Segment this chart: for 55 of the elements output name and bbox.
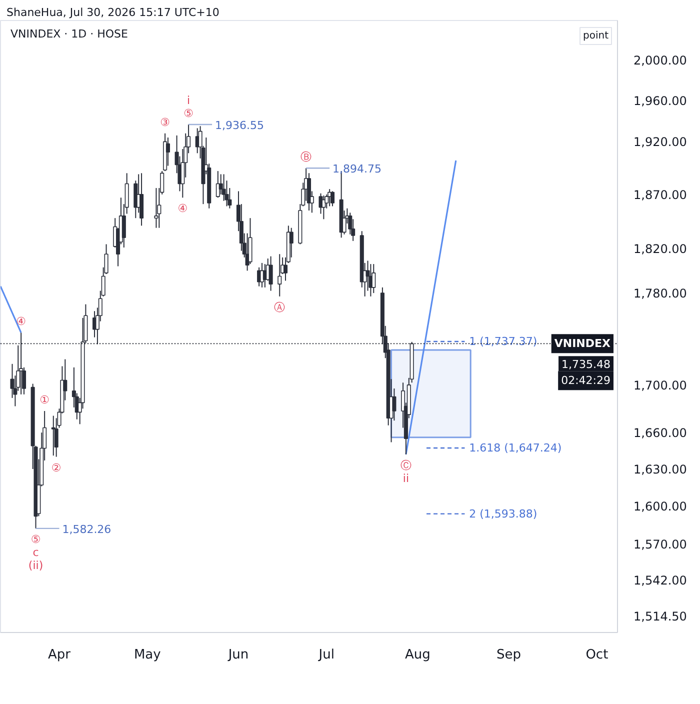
annotation: Ⓒ <box>400 458 412 472</box>
x-tick-label: Sep <box>496 648 522 662</box>
annotation: 1,735.48 <box>562 358 610 372</box>
x-tick-label: Jul <box>318 648 334 662</box>
y-tick-label: 1,514.50 <box>634 609 687 624</box>
annotation: ① <box>40 394 50 406</box>
y-axis-title: point <box>582 30 609 42</box>
x-tick-label: Oct <box>586 648 608 662</box>
candlestick <box>278 254 282 297</box>
annotation: ④ <box>178 202 188 216</box>
text: ShaneHua, Jul 30, 2026 15:17 UTC+10 <box>6 6 220 19</box>
y-tick-label: 1,820.00 <box>634 242 687 256</box>
y-tick-label: 1,630.00 <box>634 462 687 477</box>
y-tick-label: 2,000.00 <box>634 54 687 68</box>
candlestick <box>51 415 56 456</box>
y-tick-label: 1,870.00 <box>634 188 687 202</box>
annotation: ③ <box>160 116 170 129</box>
text: 1,894.75 <box>332 162 382 176</box>
annotation: ② <box>51 461 62 474</box>
x-tick-label: Aug <box>405 648 430 662</box>
y-tick-label: 1,920.00 <box>634 135 687 150</box>
y-tick-label: 1,960.00 <box>634 94 687 108</box>
annotation: i <box>187 94 190 108</box>
annotation: c <box>32 546 39 559</box>
ref-line-label: 1.618 (1,647.24) <box>469 441 562 454</box>
x-tick-label: May <box>134 648 162 662</box>
ref-line-label: 1 (1,737.37) <box>469 334 538 348</box>
annotation: ⑤ <box>184 107 194 120</box>
y-tick-label: 1,570.00 <box>634 537 687 552</box>
text: VNINDEX · 1D · HOSE <box>10 28 128 40</box>
candlestick <box>19 332 24 395</box>
annotation: ⑤ <box>30 532 41 546</box>
candlestick <box>330 190 335 207</box>
candlestick <box>140 172 144 226</box>
annotation: (ii) <box>28 558 44 572</box>
candlestick <box>154 188 158 228</box>
x-tick-label: Apr <box>48 648 72 662</box>
candlestick <box>166 137 170 166</box>
candlestick <box>268 256 273 292</box>
y-tick-label: 1,780.00 <box>634 286 687 301</box>
candlestick <box>289 227 294 258</box>
annotation: ④ <box>16 315 26 328</box>
text: 1,936.55 <box>214 119 264 132</box>
ref-line-label: 2 (1,593.88) <box>469 507 538 520</box>
annotation: Ⓐ <box>274 300 286 314</box>
ref-line-label: VNINDEX <box>554 337 612 350</box>
annotation: 02:42:29 <box>561 374 611 388</box>
y-tick-label: 1,600.00 <box>634 500 687 514</box>
text: 1,582.26 <box>62 522 112 536</box>
y-tick-label: 1,542.00 <box>634 573 687 588</box>
x-tick-label: Jun <box>227 648 249 662</box>
annotation: Ⓑ <box>300 150 312 164</box>
y-tick-label: 1,700.00 <box>634 378 687 392</box>
y-tick-label: 1,660.00 <box>634 426 687 440</box>
annotation: ii <box>402 472 410 485</box>
